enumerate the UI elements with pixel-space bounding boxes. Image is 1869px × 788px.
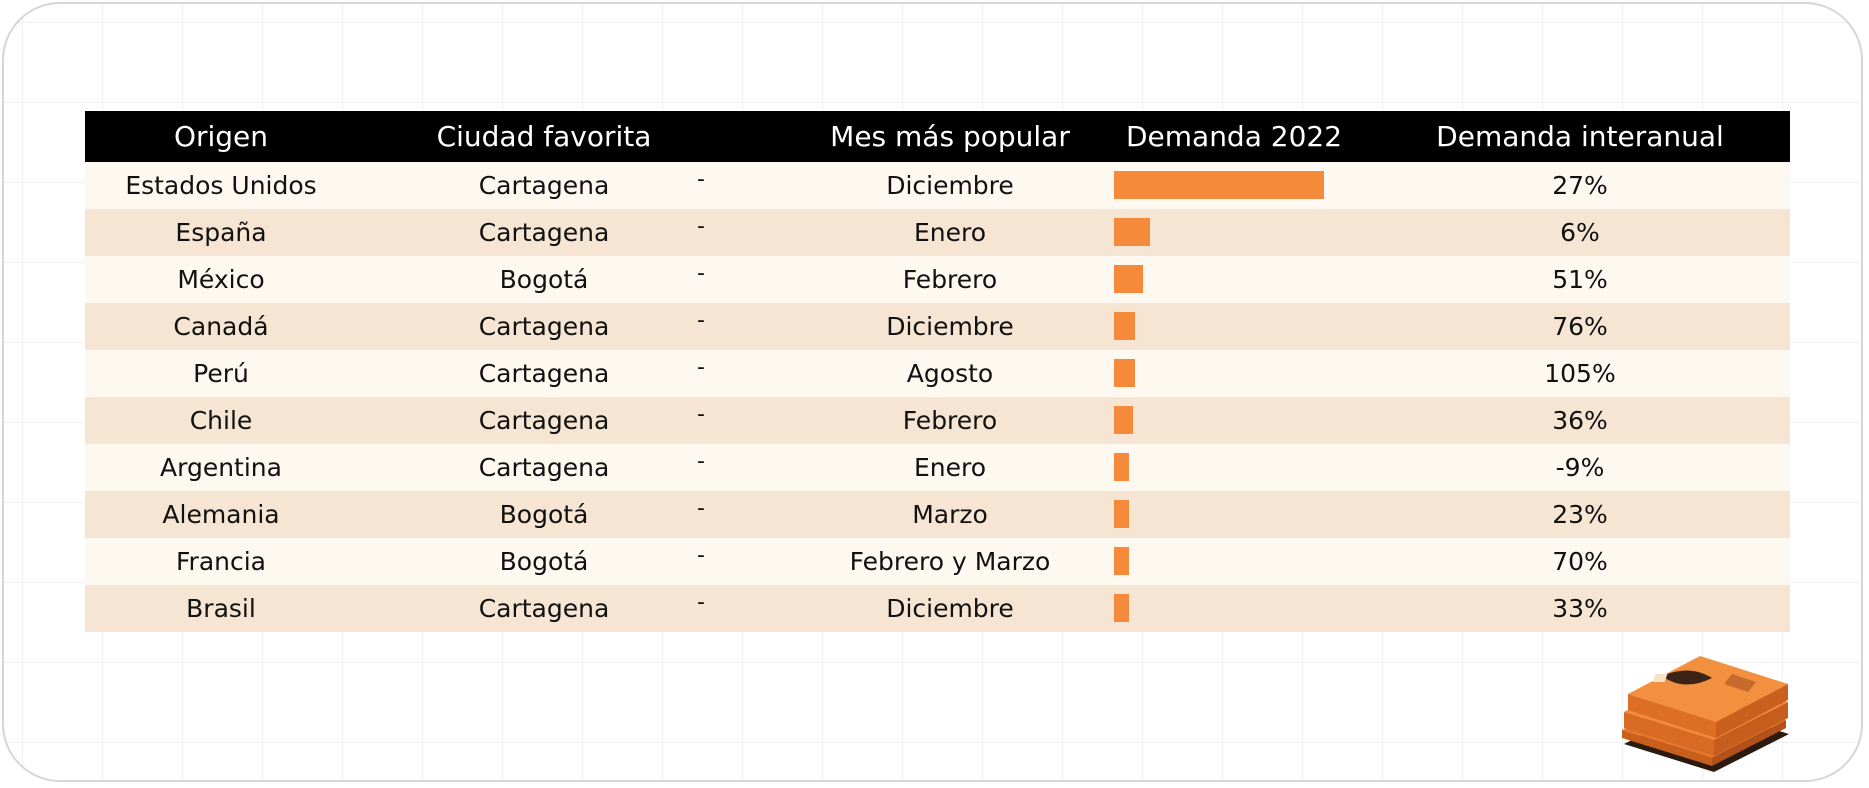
table-row: Francia Bogotá - Febrero y Marzo 70% <box>85 538 1790 585</box>
cell-dash: - <box>697 590 705 615</box>
cell-interanual: -9% <box>1555 453 1605 482</box>
cell-ciudad: Cartagena <box>478 312 610 341</box>
cell-mes: Febrero <box>902 265 998 294</box>
cell-mes: Marzo <box>912 500 988 529</box>
cell-origen: Argentina <box>160 453 282 482</box>
table-row: Canadá Cartagena - Diciembre 76% <box>85 303 1790 350</box>
cell-interanual: 105% <box>1544 359 1616 388</box>
cell-ciudad: Cartagena <box>478 453 610 482</box>
demand-bar <box>1114 218 1150 246</box>
cell-mes: Enero <box>913 218 987 247</box>
cell-interanual: 70% <box>1552 547 1608 576</box>
cell-mes: Agosto <box>906 359 994 388</box>
cell-origen: Alemania <box>162 500 280 529</box>
cell-interanual: 76% <box>1552 312 1608 341</box>
cell-mes: Diciembre <box>886 171 1014 200</box>
cell-origen: Estados Unidos <box>125 171 317 200</box>
demand-bar <box>1114 500 1129 528</box>
cell-origen: Brasil <box>186 594 256 623</box>
cell-ciudad: Cartagena <box>478 594 610 623</box>
table-row: Chile Cartagena - Febrero 36% <box>85 397 1790 444</box>
cell-origen: España <box>175 218 267 247</box>
table-row: Perú Cartagena - Agosto 105% <box>85 350 1790 397</box>
cell-dash: - <box>697 167 705 192</box>
demand-bar <box>1114 312 1135 340</box>
table-row: España Cartagena - Enero 6% <box>85 209 1790 256</box>
header-demanda-interanual: Demanda interanual <box>1436 120 1724 153</box>
demand-bar <box>1114 406 1133 434</box>
header-ciudad-favorita: Ciudad favorita <box>436 120 652 153</box>
demand-bar <box>1114 359 1135 387</box>
table-row: Argentina Cartagena - Enero -9% <box>85 444 1790 491</box>
cell-dash: - <box>697 449 705 474</box>
folded-shirt-stack-icon <box>1622 656 1789 772</box>
header-origen: Origen <box>173 120 269 153</box>
cell-ciudad: Bogotá <box>499 500 589 529</box>
table-row: Brasil Cartagena - Diciembre 33% <box>85 585 1790 632</box>
cell-mes: Febrero y Marzo <box>849 547 1051 576</box>
cell-mes: Diciembre <box>886 594 1014 623</box>
cell-dash: - <box>697 543 705 568</box>
cell-ciudad: Cartagena <box>478 406 610 435</box>
header-mes-popular: Mes más popular <box>830 120 1070 153</box>
cell-interanual: 23% <box>1552 500 1608 529</box>
table-header: Origen Ciudad favorita Mes más popular D… <box>85 111 1790 162</box>
cell-dash: - <box>697 402 705 427</box>
demand-bar <box>1114 547 1129 575</box>
demand-table: Origen Ciudad favorita Mes más popular D… <box>85 111 1790 632</box>
cell-interanual: 27% <box>1552 171 1608 200</box>
cell-ciudad: Bogotá <box>499 547 589 576</box>
cell-dash: - <box>697 214 705 239</box>
demand-bar <box>1114 594 1129 622</box>
table-body: Estados Unidos Cartagena - Diciembre 27% Espa… <box>85 162 1790 632</box>
cell-interanual: 6% <box>1560 218 1600 247</box>
header-demanda-2022: Demanda 2022 <box>1125 120 1343 153</box>
table-row: Alemania Bogotá - Marzo 23% <box>85 491 1790 538</box>
demand-bar <box>1114 171 1324 199</box>
cell-ciudad: Cartagena <box>478 218 610 247</box>
cell-origen: Chile <box>189 406 253 435</box>
demand-bar <box>1114 265 1143 293</box>
cell-ciudad: Cartagena <box>478 359 610 388</box>
demand-bar <box>1114 453 1129 481</box>
cell-interanual: 33% <box>1552 594 1608 623</box>
cell-interanual: 36% <box>1552 406 1608 435</box>
cell-mes: Febrero <box>902 406 998 435</box>
cell-dash: - <box>697 261 705 286</box>
cell-origen: Perú <box>193 359 249 388</box>
cell-interanual: 51% <box>1552 265 1608 294</box>
cell-origen: México <box>177 265 265 294</box>
cell-dash: - <box>697 355 705 380</box>
cell-dash: - <box>697 308 705 333</box>
cell-origen: Francia <box>175 547 266 576</box>
cell-mes: Enero <box>913 453 987 482</box>
cell-mes: Diciembre <box>886 312 1014 341</box>
table-row: Estados Unidos Cartagena - Diciembre 27% <box>85 162 1790 209</box>
cell-origen: Canadá <box>173 312 269 341</box>
cell-ciudad: Cartagena <box>478 171 610 200</box>
cell-dash: - <box>697 496 705 521</box>
table-row: México Bogotá - Febrero 51% <box>85 256 1790 303</box>
cell-ciudad: Bogotá <box>499 265 589 294</box>
